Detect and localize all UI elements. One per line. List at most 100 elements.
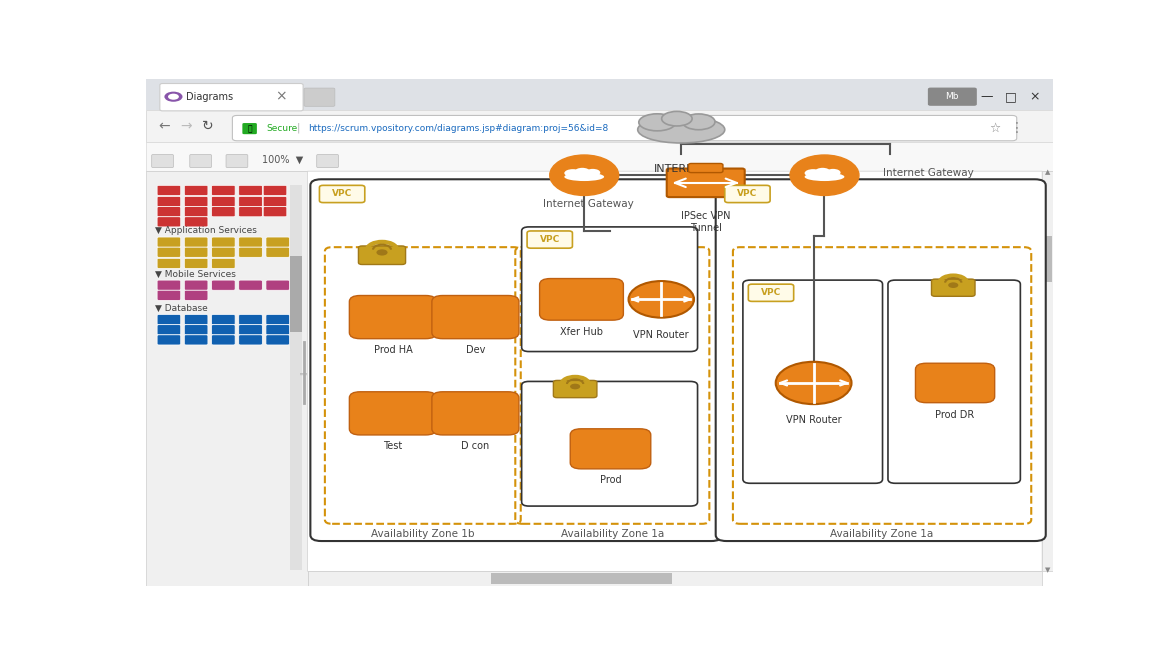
- FancyBboxPatch shape: [1042, 171, 1053, 571]
- FancyBboxPatch shape: [185, 197, 208, 207]
- FancyBboxPatch shape: [212, 315, 235, 324]
- Text: →: →: [180, 119, 192, 133]
- Text: ▼ Database: ▼ Database: [156, 303, 208, 313]
- FancyBboxPatch shape: [185, 237, 208, 247]
- FancyBboxPatch shape: [522, 382, 697, 506]
- FancyBboxPatch shape: [212, 207, 235, 216]
- Text: Secure: Secure: [266, 124, 297, 133]
- Text: Dev: Dev: [466, 345, 486, 355]
- FancyBboxPatch shape: [152, 155, 173, 168]
- FancyBboxPatch shape: [212, 324, 235, 335]
- Ellipse shape: [805, 172, 845, 181]
- FancyBboxPatch shape: [157, 259, 180, 268]
- FancyBboxPatch shape: [185, 216, 208, 227]
- FancyBboxPatch shape: [1042, 236, 1052, 282]
- FancyBboxPatch shape: [304, 88, 335, 107]
- FancyBboxPatch shape: [539, 278, 624, 320]
- FancyBboxPatch shape: [212, 237, 235, 247]
- FancyBboxPatch shape: [239, 207, 262, 216]
- Circle shape: [628, 281, 694, 318]
- FancyBboxPatch shape: [888, 280, 1020, 483]
- FancyBboxPatch shape: [185, 186, 208, 195]
- Circle shape: [168, 93, 179, 100]
- Text: VPN Router: VPN Router: [786, 415, 841, 425]
- Ellipse shape: [826, 169, 840, 176]
- FancyBboxPatch shape: [350, 392, 436, 435]
- Text: Test: Test: [384, 441, 402, 451]
- Ellipse shape: [805, 169, 821, 177]
- FancyBboxPatch shape: [716, 179, 1046, 541]
- FancyBboxPatch shape: [317, 155, 338, 168]
- FancyBboxPatch shape: [308, 171, 1042, 571]
- FancyBboxPatch shape: [212, 259, 235, 268]
- Text: Prod DR: Prod DR: [936, 410, 975, 420]
- Ellipse shape: [682, 114, 715, 130]
- FancyBboxPatch shape: [146, 171, 308, 586]
- FancyBboxPatch shape: [263, 186, 287, 195]
- FancyBboxPatch shape: [146, 79, 1053, 111]
- Text: ←: ←: [159, 119, 170, 133]
- Ellipse shape: [576, 168, 590, 174]
- Text: Internet Gateway: Internet Gateway: [543, 199, 634, 209]
- FancyBboxPatch shape: [688, 163, 723, 172]
- Text: ▲: ▲: [1045, 169, 1051, 175]
- FancyBboxPatch shape: [185, 207, 208, 216]
- Ellipse shape: [550, 155, 619, 195]
- FancyBboxPatch shape: [266, 237, 289, 247]
- FancyBboxPatch shape: [239, 324, 262, 335]
- FancyBboxPatch shape: [308, 571, 1042, 586]
- FancyBboxPatch shape: [157, 197, 180, 207]
- Text: ▼: ▼: [1045, 567, 1051, 573]
- FancyBboxPatch shape: [358, 246, 406, 265]
- Text: Internet Gateway: Internet Gateway: [883, 168, 975, 178]
- Text: ↻: ↻: [202, 119, 214, 133]
- Text: VPN Router: VPN Router: [633, 330, 689, 340]
- Text: Mb: Mb: [945, 92, 959, 101]
- FancyBboxPatch shape: [239, 237, 262, 247]
- FancyBboxPatch shape: [667, 168, 744, 197]
- FancyBboxPatch shape: [749, 284, 793, 301]
- FancyBboxPatch shape: [491, 573, 672, 584]
- FancyBboxPatch shape: [553, 380, 597, 397]
- FancyBboxPatch shape: [233, 115, 1017, 141]
- FancyBboxPatch shape: [522, 227, 697, 351]
- Ellipse shape: [638, 116, 724, 143]
- FancyBboxPatch shape: [239, 197, 262, 207]
- FancyBboxPatch shape: [319, 186, 365, 203]
- FancyBboxPatch shape: [157, 186, 180, 195]
- FancyBboxPatch shape: [266, 324, 289, 335]
- Ellipse shape: [815, 168, 830, 174]
- Text: ×: ×: [275, 89, 287, 104]
- FancyBboxPatch shape: [157, 237, 180, 247]
- FancyBboxPatch shape: [432, 295, 519, 339]
- Text: 100%  ▼: 100% ▼: [262, 155, 303, 165]
- FancyBboxPatch shape: [185, 324, 208, 335]
- FancyBboxPatch shape: [157, 280, 180, 290]
- FancyBboxPatch shape: [185, 315, 208, 324]
- FancyBboxPatch shape: [266, 315, 289, 324]
- Text: Diagrams: Diagrams: [186, 91, 233, 102]
- FancyBboxPatch shape: [157, 324, 180, 335]
- FancyBboxPatch shape: [185, 259, 208, 268]
- Text: ☆: ☆: [990, 122, 1000, 135]
- Circle shape: [776, 362, 852, 404]
- Text: INTERNET: INTERNET: [654, 164, 709, 174]
- FancyBboxPatch shape: [239, 280, 262, 290]
- FancyBboxPatch shape: [157, 207, 180, 216]
- Text: Xfer Hub: Xfer Hub: [560, 327, 603, 337]
- FancyBboxPatch shape: [931, 279, 975, 296]
- FancyBboxPatch shape: [212, 197, 235, 207]
- FancyBboxPatch shape: [242, 123, 257, 134]
- Text: https://scrum.vpository.com/diagrams.jsp#diagram:proj=56&id=8: https://scrum.vpository.com/diagrams.jsp…: [308, 124, 608, 133]
- FancyBboxPatch shape: [266, 247, 289, 257]
- FancyBboxPatch shape: [263, 197, 287, 207]
- FancyBboxPatch shape: [185, 280, 208, 290]
- FancyBboxPatch shape: [239, 247, 262, 257]
- Circle shape: [164, 91, 183, 102]
- FancyBboxPatch shape: [266, 280, 289, 290]
- FancyBboxPatch shape: [157, 290, 180, 300]
- Text: D con: D con: [461, 441, 489, 451]
- Ellipse shape: [585, 169, 600, 176]
- Text: Availability Zone 1b: Availability Zone 1b: [371, 529, 475, 539]
- FancyBboxPatch shape: [743, 280, 882, 483]
